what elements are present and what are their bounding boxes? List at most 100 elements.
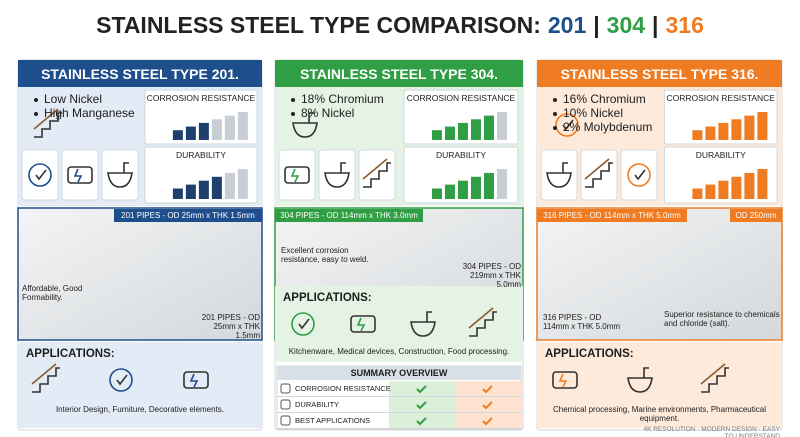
applications-text: Interior Design, Furniture, Decorative e… — [55, 405, 225, 414]
photo-note: Excellent corrosion resistance, easy to … — [281, 246, 369, 265]
icon — [284, 166, 310, 184]
rating-bar — [198, 180, 209, 199]
metric-label: DURABILITY — [175, 150, 227, 160]
feature-item: 10% Nickel — [553, 106, 623, 121]
photo-tag — [730, 209, 782, 222]
rating-bar — [211, 176, 222, 199]
rating-bar — [692, 188, 703, 199]
metric-label: DURABILITY — [695, 150, 746, 160]
rating-bar — [457, 180, 468, 199]
icon-stroke — [584, 158, 610, 180]
icon-stroke — [34, 112, 62, 138]
bullet — [553, 97, 557, 102]
icon-stroke — [298, 318, 310, 330]
photo-tag-text: 201 PIPES - OD 25mm x THK 1.5mm — [121, 211, 255, 220]
rating-bar — [470, 176, 481, 199]
row-icon — [280, 383, 291, 394]
photo-note: 304 PIPES - OD 219mm x THK 5.0mm — [462, 262, 521, 290]
icon-stroke — [562, 119, 574, 131]
icon-box — [21, 149, 59, 201]
rating-bar — [431, 188, 442, 199]
icon — [546, 162, 572, 188]
icon-stroke — [558, 373, 568, 388]
summary-cell — [389, 381, 455, 396]
row-icon — [280, 415, 291, 426]
icon-stroke — [701, 367, 729, 393]
applications-area — [18, 342, 262, 428]
title-grade: 316 — [665, 12, 704, 38]
icon-stroke — [73, 168, 83, 183]
icon-stroke — [109, 368, 133, 392]
icon-stroke — [291, 312, 315, 336]
check — [416, 385, 427, 394]
icon-stroke — [700, 363, 726, 385]
summary-title: SUMMARY OVERVIEW — [350, 368, 448, 378]
icon-stroke — [585, 162, 613, 188]
applications-area — [537, 342, 782, 428]
rating-bar — [496, 169, 507, 199]
icon-box — [318, 149, 356, 201]
rating-bar — [731, 176, 742, 199]
rating-bar — [483, 172, 494, 199]
summary-row-label: DURABILITY — [295, 400, 340, 409]
feature-item: 18% Chromium — [291, 92, 384, 107]
icon-stroke — [31, 363, 57, 385]
check — [416, 401, 427, 410]
summary-cell — [455, 381, 521, 396]
rating-bar — [483, 115, 494, 140]
icon — [700, 363, 729, 393]
icon — [627, 367, 653, 393]
icon-stroke — [183, 371, 209, 389]
icon-stroke — [35, 169, 47, 181]
applications-heading: APPLICATIONS: — [545, 348, 634, 360]
icon-stroke — [546, 162, 572, 188]
check — [482, 417, 493, 426]
rating-bar — [457, 122, 468, 140]
check — [482, 385, 493, 394]
photo-tag — [275, 209, 423, 222]
applications-text: Kitchenware, Medical devices, Constructi… — [288, 347, 510, 356]
photo-tag-text: 304 PIPES - OD 114mm x THK 3.0mm — [280, 211, 418, 220]
feature-item: Low Nickel — [34, 92, 102, 107]
icon — [350, 315, 376, 333]
check — [416, 417, 427, 426]
summary-cell — [389, 397, 455, 412]
icon-stroke — [107, 162, 133, 188]
rating-bar — [172, 188, 183, 199]
title-separator: | — [593, 12, 600, 38]
photo-tag — [537, 209, 687, 222]
metric-label: CORROSION RESISTANCE — [406, 93, 516, 103]
photo — [537, 208, 782, 340]
title-grade: 201 — [547, 12, 587, 38]
icon — [292, 112, 318, 138]
icon-stroke — [28, 163, 52, 187]
icon-stroke — [356, 317, 366, 332]
rating-bar — [185, 184, 196, 199]
summary-row-label: BEST APPLICATIONS — [295, 416, 371, 425]
photo — [18, 208, 262, 340]
icon-stroke — [634, 169, 646, 181]
bullet — [34, 97, 38, 102]
icon-stroke — [284, 166, 310, 184]
photo-tag-text: OD 250mm — [735, 211, 777, 220]
rating-bar — [718, 122, 729, 140]
icon — [183, 371, 209, 389]
footer-note: 4K RESOLUTION · MODERN DESIGN · EASY TO … — [643, 426, 780, 437]
rating-bar — [224, 115, 235, 140]
icon — [107, 162, 133, 188]
icon-box — [358, 149, 396, 201]
photo-note: 316 PIPES - OD 114mm x THK 5.0mm — [543, 313, 621, 332]
rating-bar — [172, 130, 183, 140]
summary-cell — [455, 413, 521, 428]
icon-stroke — [116, 374, 128, 386]
rating-bar — [757, 112, 768, 140]
rating-bar — [211, 119, 222, 140]
icon — [67, 166, 93, 184]
icon — [468, 307, 497, 337]
rating-bar — [705, 184, 716, 199]
feature-item: 8% Nickel — [291, 106, 354, 121]
rating-bar — [198, 122, 209, 140]
rating-bar — [185, 126, 196, 140]
icon — [109, 368, 133, 392]
